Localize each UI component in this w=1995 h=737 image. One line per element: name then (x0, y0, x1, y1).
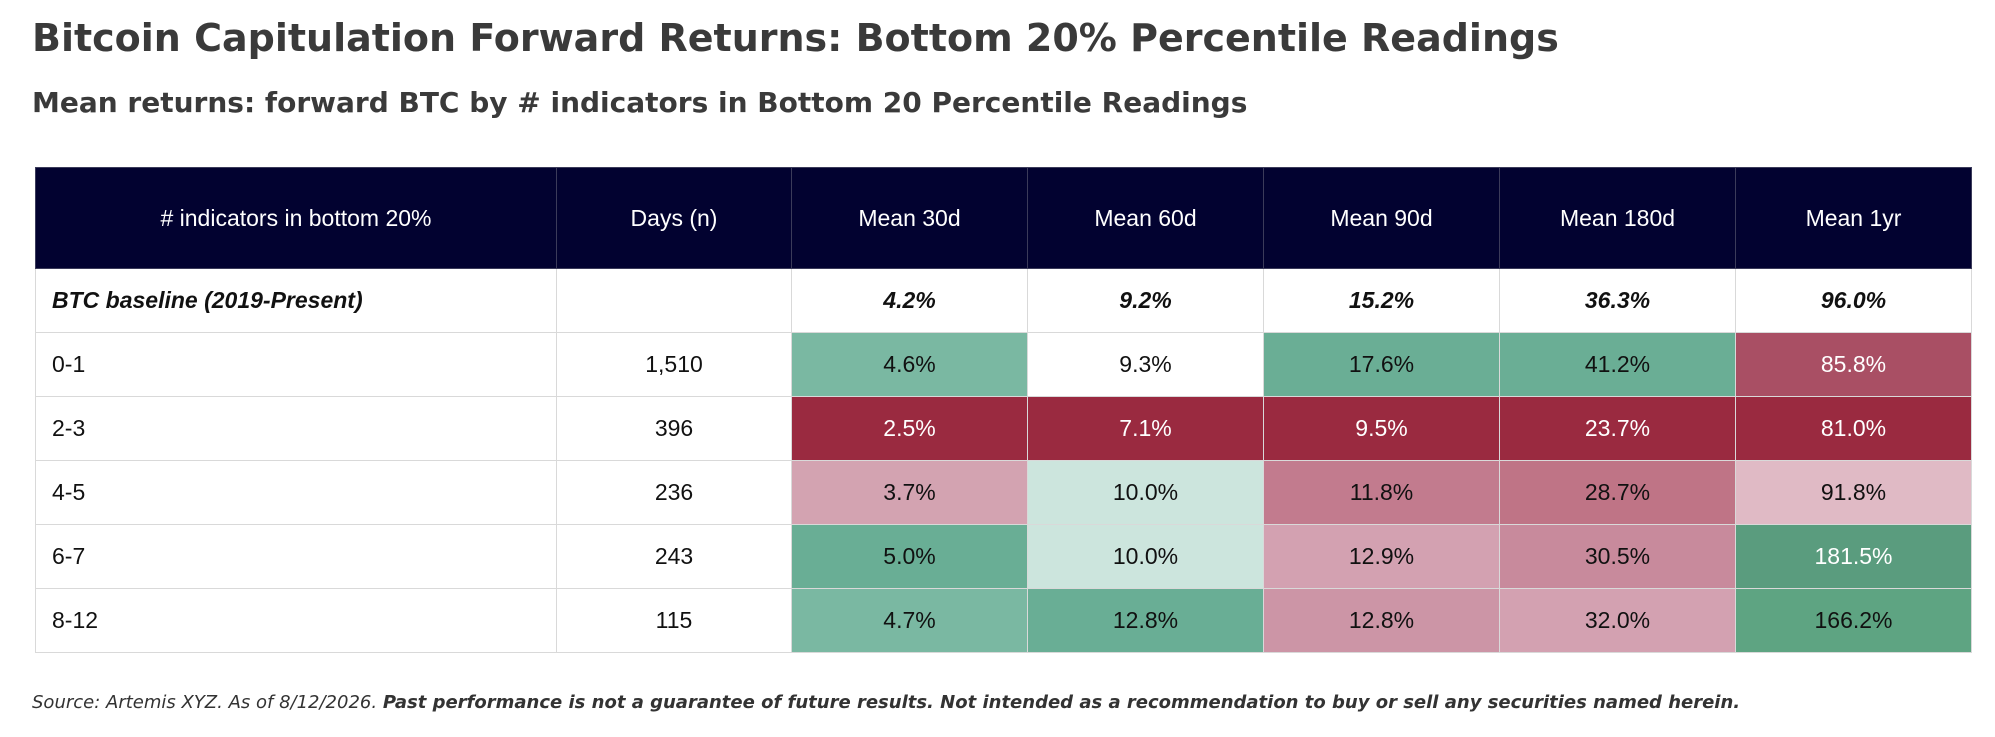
column-header-days: Days (n) (556, 167, 792, 269)
cell-mean-1yr: 181.5% (1735, 524, 1972, 589)
cell-mean-1yr: 166.2% (1735, 588, 1972, 653)
cell-mean-30d: 4.7% (791, 588, 1028, 653)
cell-mean-30d: 5.0% (791, 524, 1028, 589)
cell-mean-30d: 3.7% (791, 460, 1028, 525)
table-row: 8-12 115 4.7% 12.8% 12.8% 32.0% 166.2% (35, 588, 1972, 653)
column-header-mean-60d: Mean 60d (1027, 167, 1264, 269)
cell-mean-180d: 32.0% (1499, 588, 1736, 653)
column-header-mean-180d: Mean 180d (1499, 167, 1736, 269)
table-row: 2-3 396 2.5% 7.1% 9.5% 23.7% 81.0% (35, 396, 1972, 461)
row-days: 396 (556, 396, 792, 461)
row-label: 8-12 (35, 588, 557, 653)
cell-mean-180d: 41.2% (1499, 332, 1736, 397)
cell-mean-180d: 30.5% (1499, 524, 1736, 589)
row-label: 0-1 (35, 332, 557, 397)
baseline-mean-1yr: 96.0% (1735, 268, 1972, 333)
returns-table: # indicators in bottom 20% Days (n) Mean… (35, 167, 1972, 653)
cell-mean-30d: 4.6% (791, 332, 1028, 397)
baseline-mean-90d: 15.2% (1263, 268, 1500, 333)
cell-mean-60d: 10.0% (1027, 460, 1264, 525)
table-row: 4-5 236 3.7% 10.0% 11.8% 28.7% 91.8% (35, 460, 1972, 525)
baseline-label: BTC baseline (2019-Present) (35, 268, 557, 333)
cell-mean-60d: 12.8% (1027, 588, 1264, 653)
column-header-mean-90d: Mean 90d (1263, 167, 1500, 269)
cell-mean-180d: 23.7% (1499, 396, 1736, 461)
chart-subtitle: Mean returns: forward BTC by # indicator… (32, 86, 1248, 119)
baseline-mean-60d: 9.2% (1027, 268, 1264, 333)
source-text: Source: Artemis XYZ. As of 8/12/2026. (32, 692, 383, 713)
cell-mean-90d: 9.5% (1263, 396, 1500, 461)
cell-mean-60d: 9.3% (1027, 332, 1264, 397)
cell-mean-30d: 2.5% (791, 396, 1028, 461)
column-header-mean-1yr: Mean 1yr (1735, 167, 1972, 269)
baseline-mean-30d: 4.2% (791, 268, 1028, 333)
table-header-row: # indicators in bottom 20% Days (n) Mean… (35, 167, 1972, 269)
cell-mean-1yr: 85.8% (1735, 332, 1972, 397)
cell-mean-60d: 7.1% (1027, 396, 1264, 461)
cell-mean-1yr: 81.0% (1735, 396, 1972, 461)
source-footnote: Source: Artemis XYZ. As of 8/12/2026. Pa… (32, 692, 1740, 713)
row-days: 236 (556, 460, 792, 525)
row-label: 6-7 (35, 524, 557, 589)
table-row: 0-1 1,510 4.6% 9.3% 17.6% 41.2% 85.8% (35, 332, 1972, 397)
cell-mean-60d: 10.0% (1027, 524, 1264, 589)
cell-mean-1yr: 91.8% (1735, 460, 1972, 525)
baseline-days (556, 268, 792, 333)
baseline-mean-180d: 36.3% (1499, 268, 1736, 333)
row-days: 115 (556, 588, 792, 653)
row-label: 4-5 (35, 460, 557, 525)
disclaimer-text: Past performance is not a guarantee of f… (382, 692, 1741, 713)
row-label: 2-3 (35, 396, 557, 461)
cell-mean-180d: 28.7% (1499, 460, 1736, 525)
column-header-mean-30d: Mean 30d (791, 167, 1028, 269)
cell-mean-90d: 12.9% (1263, 524, 1500, 589)
chart-title: Bitcoin Capitulation Forward Returns: Bo… (32, 16, 1559, 60)
baseline-row: BTC baseline (2019-Present) 4.2% 9.2% 15… (35, 268, 1972, 333)
cell-mean-90d: 12.8% (1263, 588, 1500, 653)
column-header-indicators: # indicators in bottom 20% (35, 167, 557, 269)
table-row: 6-7 243 5.0% 10.0% 12.9% 30.5% 181.5% (35, 524, 1972, 589)
cell-mean-90d: 17.6% (1263, 332, 1500, 397)
row-days: 243 (556, 524, 792, 589)
cell-mean-90d: 11.8% (1263, 460, 1500, 525)
row-days: 1,510 (556, 332, 792, 397)
